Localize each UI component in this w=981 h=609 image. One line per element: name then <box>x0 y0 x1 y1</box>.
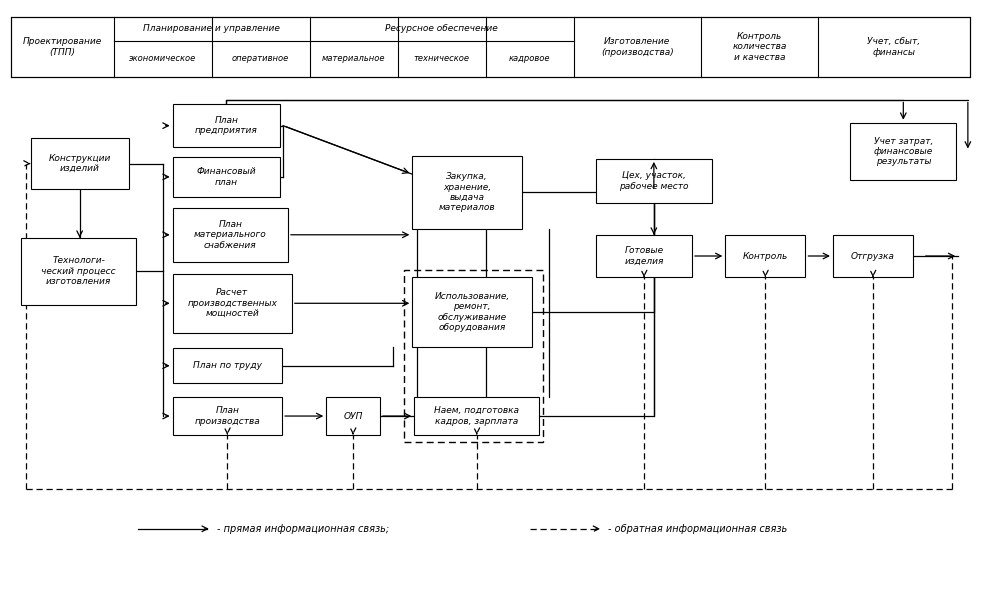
Bar <box>21 238 136 304</box>
Text: Расчет
производственных
мощностей: Расчет производственных мощностей <box>187 289 278 318</box>
Text: Конструкции
изделий: Конструкции изделий <box>48 154 111 173</box>
Bar <box>412 277 532 347</box>
Text: оперативное: оперативное <box>232 54 289 63</box>
Bar <box>173 348 283 383</box>
Bar <box>173 208 288 262</box>
Bar <box>173 157 281 197</box>
Bar <box>173 397 283 435</box>
Text: Проектирование
(ТПП): Проектирование (ТПП) <box>23 37 102 57</box>
Text: Использование,
ремонт,
обслуживание
оборудования: Использование, ремонт, обслуживание обор… <box>435 292 509 332</box>
Bar <box>326 397 380 435</box>
Text: План
предприятия: План предприятия <box>195 116 258 135</box>
Text: План по труду: План по труду <box>193 361 262 370</box>
Text: План
материального
снабжения: План материального снабжения <box>194 220 267 250</box>
Text: материальное: материальное <box>322 54 386 63</box>
Text: экономическое: экономическое <box>129 54 196 63</box>
Bar <box>851 122 956 180</box>
Bar <box>833 235 913 277</box>
Bar <box>596 159 711 203</box>
Bar <box>725 235 805 277</box>
Text: ОУП: ОУП <box>343 412 363 421</box>
Bar <box>596 235 692 277</box>
Bar <box>412 156 522 229</box>
Text: кадровое: кадровое <box>509 54 550 63</box>
Bar <box>404 270 543 442</box>
Text: Готовые
изделия: Готовые изделия <box>624 246 664 266</box>
Text: Ресурсное обеспечение: Ресурсное обеспечение <box>386 24 498 33</box>
Text: План
производства: План производства <box>194 406 260 426</box>
Text: Изготовление
(производства): Изготовление (производства) <box>600 37 674 57</box>
Bar <box>173 273 292 333</box>
Text: Технологи-
ческий процесс
изготовления: Технологи- ческий процесс изготовления <box>41 256 116 286</box>
Text: техническое: техническое <box>414 54 470 63</box>
Text: Закупка,
хранение,
выдача
материалов: Закупка, хранение, выдача материалов <box>439 172 495 213</box>
Text: Наем, подготовка
кадров, зарплата: Наем, подготовка кадров, зарплата <box>435 406 519 426</box>
Bar <box>11 16 970 77</box>
Text: Контроль: Контроль <box>743 252 788 261</box>
Text: Учет затрат,
финансовые
результаты: Учет затрат, финансовые результаты <box>874 136 933 166</box>
Bar <box>173 105 281 147</box>
Text: Цех, участок,
рабочее место: Цех, участок, рабочее место <box>619 171 689 191</box>
Text: Учет, сбыт,
финансы: Учет, сбыт, финансы <box>867 37 920 57</box>
Bar <box>30 138 129 189</box>
Bar <box>414 397 540 435</box>
Text: Планирование и управление: Планирование и управление <box>143 24 281 33</box>
Text: - обратная информационная связь: - обратная информационная связь <box>608 524 787 534</box>
Text: - прямая информационная связь;: - прямая информационная связь; <box>217 524 388 534</box>
Text: Контроль
количества
и качества: Контроль количества и качества <box>733 32 787 62</box>
Text: Финансовый
план: Финансовый план <box>196 167 256 186</box>
Text: Отгрузка: Отгрузка <box>852 252 895 261</box>
